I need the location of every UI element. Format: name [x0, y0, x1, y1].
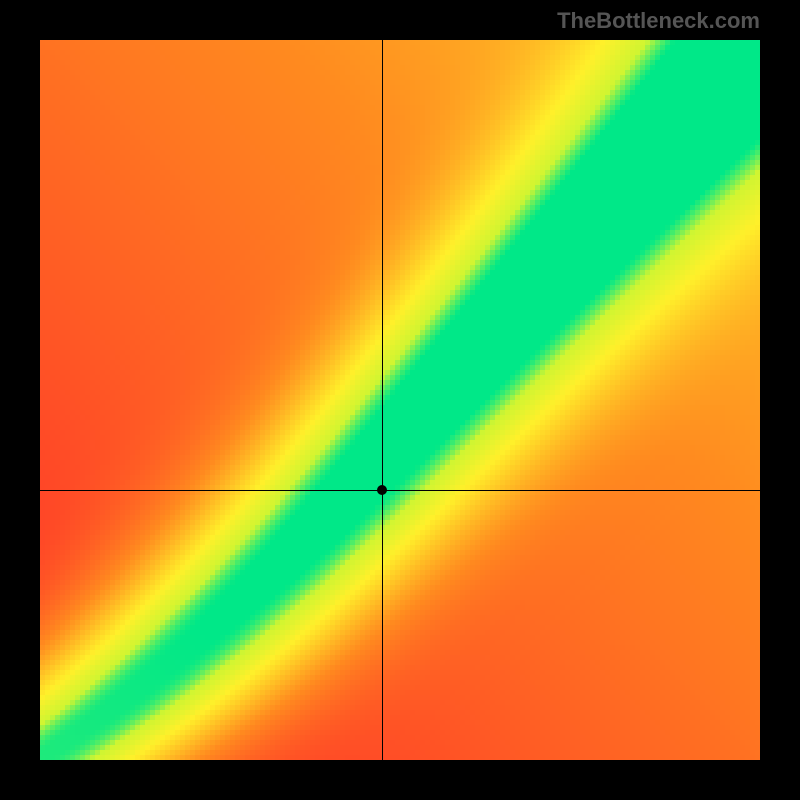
- crosshair-vertical: [382, 40, 383, 760]
- crosshair-horizontal: [40, 490, 760, 491]
- bottleneck-heatmap: [40, 40, 760, 760]
- watermark-text: TheBottleneck.com: [557, 8, 760, 34]
- crosshair-marker: [377, 485, 387, 495]
